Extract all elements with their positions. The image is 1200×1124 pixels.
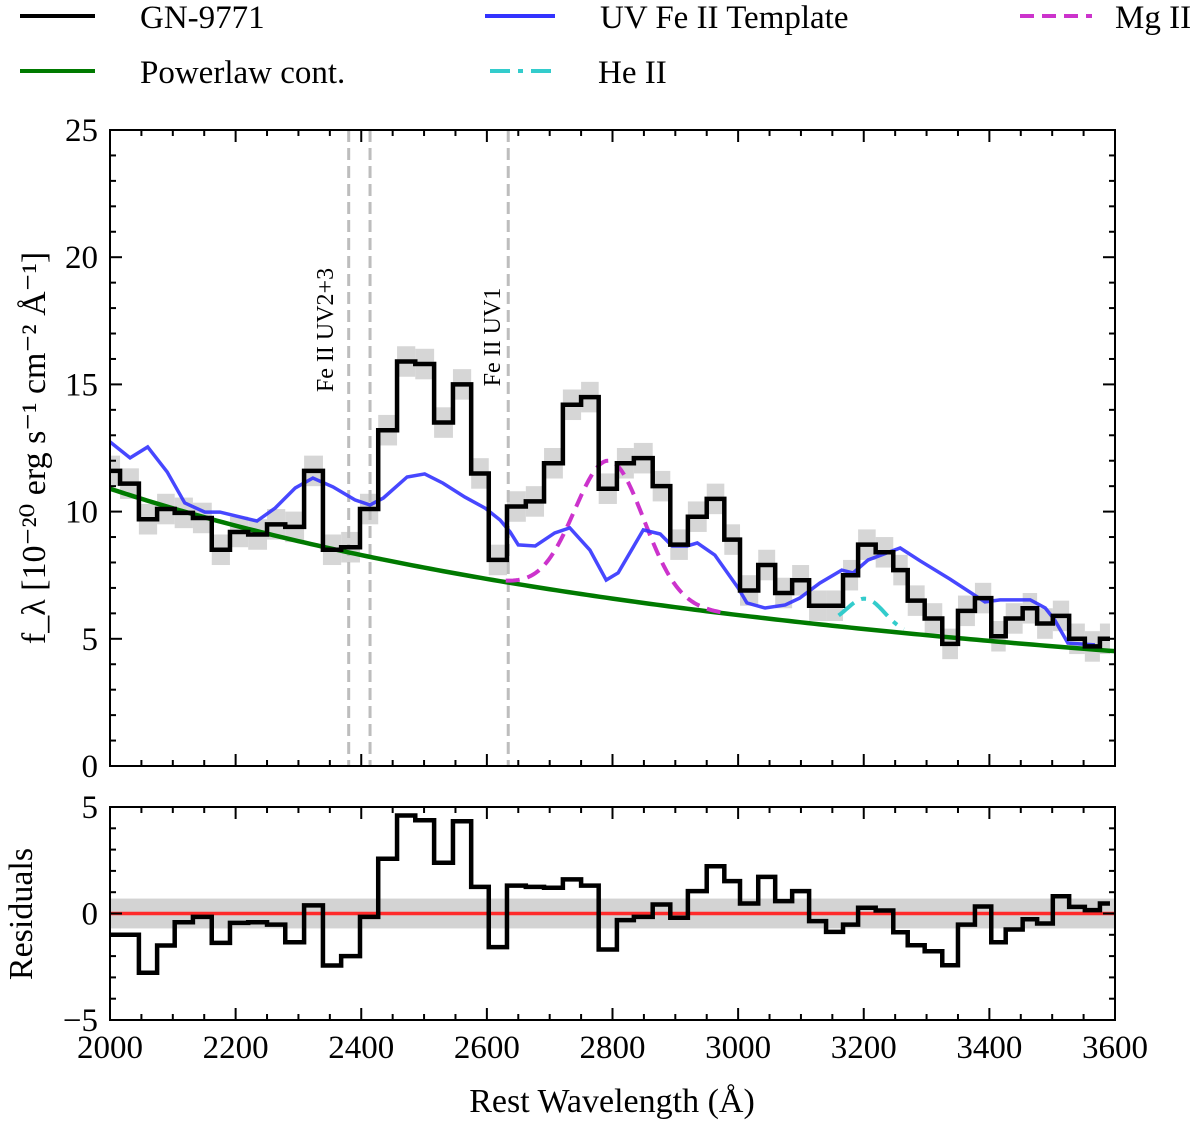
fe-template-line: [110, 440, 1096, 647]
y-axis-label-flux: f_λ [10⁻²⁰ erg s⁻¹ cm⁻² Å⁻¹]: [16, 252, 53, 644]
x-tick-label: 2400: [328, 1030, 394, 1066]
residual-y-tick-label: 0: [82, 897, 99, 933]
powerlaw-continuum-line: [110, 486, 1115, 654]
y-tick-label: 25: [65, 113, 98, 149]
spectrum-panel: Fe II UV2+3 Fe II UV1 0 5 10 15 20 25 f_λ [10⁻…: [16, 113, 1116, 785]
x-tick-label: 2600: [454, 1030, 520, 1066]
x-tick-label: 2200: [203, 1030, 269, 1066]
x-tick-label: 3200: [831, 1030, 897, 1066]
x-axis-label: Rest Wavelength (Å): [469, 1083, 755, 1120]
annotation-fe2-uv23: Fe II UV2+3: [313, 268, 339, 392]
annotation-fe2-uv1: Fe II UV1: [480, 288, 506, 387]
y-tick-label: 20: [65, 240, 98, 276]
y-tick-label: 0: [82, 749, 99, 785]
x-tick-label: 3000: [705, 1030, 771, 1066]
he2-line-profile: [837, 596, 905, 631]
y-tick-label: 15: [65, 367, 98, 403]
legend: GN-9771 UV Fe II Template Mg II Powerlaw…: [20, 0, 1191, 91]
residuals-panel: 2000 2200 2400 2600 2800 3000 3200 3400 3600 −5 0 5…: [3, 790, 1148, 1120]
residual-y-tick-label: −5: [63, 1003, 98, 1039]
x-tick-label: 2800: [580, 1030, 646, 1066]
legend-label-he2: He II: [598, 55, 667, 91]
x-tick-label: 3600: [1082, 1030, 1148, 1066]
legend-label-gn9771: GN-9771: [140, 0, 265, 36]
observed-spectrum-steps: [110, 359, 1110, 649]
residuals-steps: [110, 813, 1110, 975]
y-axis-label-residuals: Residuals: [3, 848, 40, 980]
x-tick-label: 2000: [77, 1030, 143, 1066]
legend-label-mg2: Mg II: [1115, 0, 1191, 36]
y-tick-label: 10: [65, 495, 98, 531]
residual-y-tick-label: 5: [82, 790, 99, 826]
y-tick-label: 5: [82, 622, 99, 658]
residuals-panel-frame: [109, 806, 1116, 1021]
x-tick-label: 3400: [956, 1030, 1022, 1066]
mg2-line-profile: [505, 458, 725, 615]
legend-label-fe-template: UV Fe II Template: [600, 0, 849, 36]
legend-label-powerlaw: Powerlaw cont.: [140, 55, 345, 91]
spectrum-panel-frame: [109, 129, 1116, 767]
